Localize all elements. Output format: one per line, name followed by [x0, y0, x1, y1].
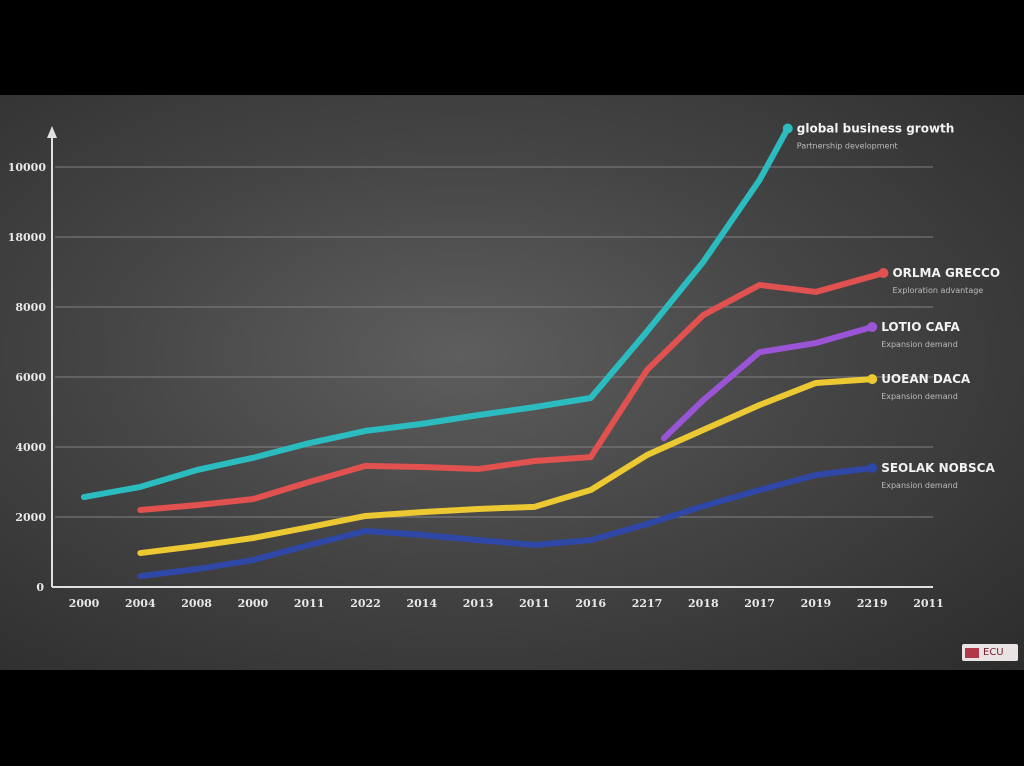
series-line: [137, 465, 876, 580]
logo-icon: [965, 647, 979, 658]
legend-label: global business growth: [797, 122, 955, 136]
x-tick-label: 2019: [801, 597, 832, 610]
y-tick-label: 18000: [8, 231, 47, 244]
badge-text: ECU: [983, 647, 1004, 658]
legend-sublabel: Expansion demand: [881, 340, 958, 349]
legend-label: LOTIO CAFA: [881, 320, 960, 334]
x-tick-label: 2011: [913, 597, 944, 610]
x-tick-label: 2217: [632, 597, 663, 610]
x-tick-label: 2022: [350, 597, 381, 610]
series-end-marker: [867, 463, 878, 473]
series-line: [660, 323, 876, 442]
x-tick-label: 2018: [688, 597, 719, 610]
x-tick-label: 2014: [406, 597, 437, 610]
x-tick-label: 2004: [125, 597, 156, 610]
legend-label: UOEAN DACA: [881, 372, 971, 386]
legend-label: ORLMA GRECCO: [892, 266, 1000, 280]
x-tick-label: 2017: [744, 597, 775, 610]
watermark-badge: ECU: [962, 644, 1018, 661]
y-tick-label: 10000: [8, 161, 47, 174]
y-tick-label: 2000: [15, 511, 46, 524]
legend-sublabel: Expansion demand: [881, 392, 958, 401]
x-tick-label: 2000: [238, 597, 269, 610]
x-tick-label: 2011: [294, 597, 325, 610]
legend-label: SEOLAK NOBSCA: [881, 461, 995, 475]
series-end-marker: [867, 321, 878, 332]
y-tick-label: 8000: [15, 301, 46, 314]
legend-sublabel: Partnership development: [797, 142, 898, 151]
x-tick-label: 2008: [181, 597, 212, 610]
x-tick-label: 2013: [463, 597, 494, 610]
x-tick-label: 2011: [519, 597, 550, 610]
series-end-marker: [867, 374, 878, 385]
x-tick-label: 2016: [575, 597, 606, 610]
series-end-marker: [782, 123, 793, 134]
x-tick-label: 2000: [69, 597, 100, 610]
y-tick-label: 0: [36, 581, 44, 594]
y-axis-arrow-icon: [47, 126, 57, 138]
legend-sublabel: Exploration advantage: [892, 286, 983, 295]
y-tick-label: 4000: [15, 441, 46, 454]
legend-sublabel: Expansion demand: [881, 481, 958, 490]
series-line: [137, 376, 876, 557]
series-end-marker: [878, 268, 889, 279]
series-line: [81, 125, 791, 501]
y-tick-label: 6000: [15, 371, 46, 384]
series-line: [137, 270, 887, 513]
x-tick-label: 2219: [857, 597, 888, 610]
